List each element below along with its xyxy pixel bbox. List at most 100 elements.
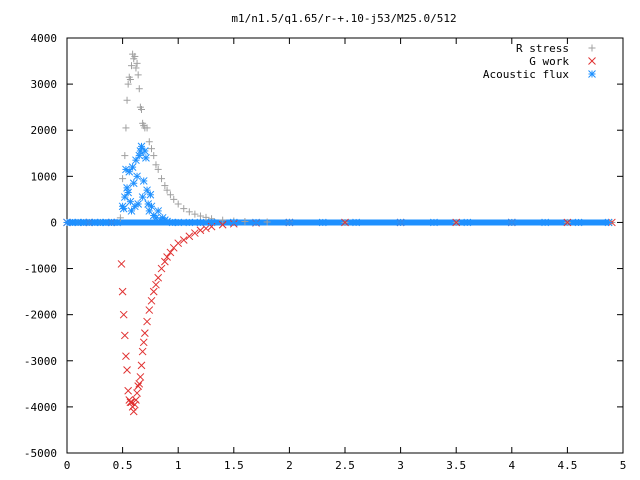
- data-point: [130, 400, 139, 409]
- x-tick-label: 2: [286, 459, 293, 472]
- data-point: [150, 152, 158, 160]
- data-point: [120, 331, 129, 340]
- data-point: [196, 212, 204, 220]
- data-point: [318, 218, 327, 227]
- data-point: [145, 138, 153, 146]
- data-point: [127, 62, 135, 70]
- data-point: [134, 71, 142, 79]
- data-point: [396, 218, 405, 227]
- y-tick-label: 2000: [31, 124, 58, 137]
- x-axis: 0 0.5 1 1.5 2 2.5 3 3.5 4 4.5 5: [64, 38, 626, 472]
- legend-label: G work: [529, 55, 569, 68]
- data-point: [185, 232, 194, 241]
- data-point: [124, 386, 133, 395]
- data-point: [133, 59, 141, 67]
- data-point: [143, 124, 151, 132]
- data-point: [133, 389, 141, 397]
- data-point: [148, 145, 156, 153]
- data-point: [113, 218, 121, 227]
- data-point: [137, 142, 146, 151]
- data-point: [134, 200, 143, 208]
- data-point: [185, 218, 194, 227]
- data-point: [119, 175, 127, 183]
- data-point: [123, 366, 131, 374]
- data-point: [140, 329, 149, 337]
- data-point: [154, 165, 162, 173]
- data-point: [180, 205, 188, 213]
- data-point: [191, 210, 199, 218]
- x-tick-label: 4: [508, 459, 515, 472]
- data-point: [161, 216, 169, 224]
- data-point: [123, 96, 131, 104]
- data-point: [125, 167, 134, 176]
- x-tick-label: 1: [175, 459, 182, 472]
- data-point: [191, 229, 199, 237]
- legend-marker: [588, 70, 596, 78]
- legend-label: Acoustic flux: [483, 68, 569, 81]
- plot-frame: [66, 37, 624, 454]
- data-point: [118, 287, 127, 296]
- data-point: [132, 396, 140, 404]
- data-point: [541, 218, 550, 227]
- data-point: [96, 218, 105, 227]
- series-g-work: [63, 218, 616, 416]
- data-point: [129, 407, 138, 416]
- x-tick-label: 0.5: [113, 459, 133, 472]
- data-point: [117, 260, 126, 268]
- data-point: [229, 218, 238, 227]
- data-point: [128, 163, 137, 171]
- series-acoustic-flux: [63, 142, 613, 227]
- data-point: [122, 352, 130, 361]
- data-point: [129, 179, 138, 188]
- data-point: [166, 191, 174, 199]
- x-tick-label: 0: [64, 459, 71, 472]
- data-point: [207, 218, 216, 227]
- data-point: [147, 296, 156, 305]
- y-tick-label: 0: [50, 216, 57, 229]
- chart-title: m1/n1.5/q1.65/r-+.10-j53/M25.0/512: [231, 12, 456, 25]
- data-point: [126, 398, 135, 407]
- data-point: [132, 156, 140, 165]
- data-point: [90, 218, 99, 227]
- data-point: [138, 105, 146, 113]
- data-point: [241, 218, 249, 226]
- y-tick-label: 4000: [31, 32, 58, 45]
- legend-marker: [588, 44, 596, 52]
- data-point: [154, 207, 163, 215]
- data-point: [127, 207, 136, 215]
- data-point: [163, 253, 171, 261]
- data-point: [161, 182, 169, 190]
- y-tick-label: 3000: [31, 78, 58, 91]
- y-tick-label: -5000: [24, 447, 57, 460]
- data-point: [143, 186, 151, 195]
- data-point: [116, 214, 124, 222]
- data-point: [134, 382, 143, 390]
- data-point: [174, 239, 183, 248]
- data-point: [139, 338, 148, 347]
- data-point: [119, 310, 128, 319]
- legend-label: R stress: [516, 42, 569, 55]
- data-point: [149, 287, 158, 296]
- data-point: [122, 124, 130, 132]
- data-point: [135, 151, 144, 160]
- y-tick-label: -2000: [24, 309, 57, 322]
- data-point: [170, 195, 178, 203]
- data-point: [135, 379, 144, 388]
- data-point: [144, 200, 153, 208]
- data-point: [139, 177, 148, 185]
- data-point: [146, 190, 155, 199]
- x-tick-label: 2.5: [335, 459, 355, 472]
- data-point: [145, 306, 154, 314]
- data-point: [166, 248, 175, 257]
- y-axis: 4000 3000 2000 1000 0 -1000 -2000 -3000 -4000 -50…: [24, 32, 623, 460]
- y-tick-label: -3000: [24, 355, 57, 368]
- series-layer: [63, 50, 616, 416]
- data-point: [138, 193, 147, 201]
- data-point: [202, 213, 210, 221]
- data-point: [252, 218, 260, 227]
- data-point: [120, 193, 129, 201]
- data-point: [142, 154, 150, 162]
- data-point: [137, 361, 146, 370]
